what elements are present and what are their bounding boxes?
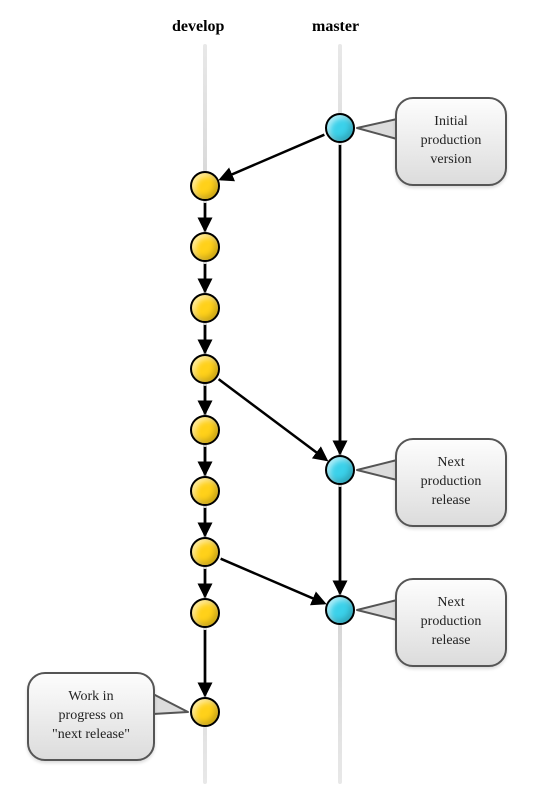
callout-text: Next production release: [421, 595, 482, 648]
edge-d4-m2: [219, 379, 327, 460]
develop-label: develop: [172, 18, 224, 36]
edge-m1-d1: [221, 135, 325, 180]
commit-m2: [325, 455, 355, 485]
callout-text: Next production release: [421, 455, 482, 508]
callout-c2: Next production release: [395, 438, 507, 527]
commit-d6: [190, 476, 220, 506]
commit-d5: [190, 415, 220, 445]
commit-d2: [190, 232, 220, 262]
commit-d4: [190, 354, 220, 384]
callout-c1: Initial production version: [395, 97, 507, 186]
callout-text: Initial production version: [421, 114, 482, 167]
develop-branch-line: [203, 44, 207, 784]
callout-pointer-c2: [357, 460, 397, 480]
callout-c3: Next production release: [395, 578, 507, 667]
commit-m3: [325, 595, 355, 625]
callout-text: Work in progress on "next release": [52, 689, 130, 742]
callout-pointer-c3: [357, 600, 397, 620]
callout-pointer-c1: [357, 119, 397, 139]
commit-m1: [325, 113, 355, 143]
commit-d9: [190, 697, 220, 727]
commit-d7: [190, 537, 220, 567]
commit-d8: [190, 598, 220, 628]
commit-d1: [190, 171, 220, 201]
commit-d3: [190, 293, 220, 323]
diagram-canvas: develop master Initial production versio…: [0, 0, 534, 804]
edge-d7-m3: [221, 559, 325, 604]
callout-c4: Work in progress on "next release": [27, 672, 155, 761]
callout-pointer-c4: [153, 694, 188, 714]
master-label: master: [312, 18, 359, 36]
master-branch-line: [338, 44, 342, 784]
